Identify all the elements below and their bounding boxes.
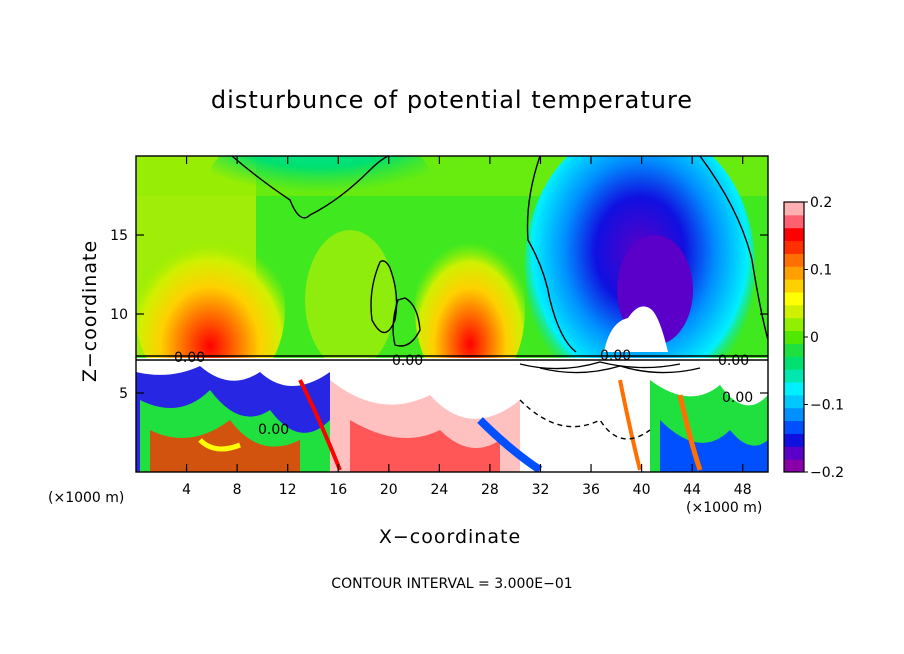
y-tick-label: 15 (110, 228, 128, 244)
contour-lines (136, 156, 768, 440)
x-tick-label: 4 (182, 482, 191, 498)
colorbar-tick-label: −0.1 (810, 398, 844, 414)
colorbar-swatch (784, 369, 804, 383)
x-tick-label: 24 (430, 482, 448, 498)
colorbar-tick-label: 0 (810, 330, 819, 346)
x-tick-label: 16 (329, 482, 347, 498)
contour-interval-note: CONTOUR INTERVAL = 3.000E−01 (331, 576, 573, 592)
colorbar-swatch (784, 343, 804, 357)
contour-label: 0.00 (718, 353, 749, 369)
colorbar-swatch (784, 214, 804, 229)
temperature-field (136, 156, 768, 472)
x-tick-label: 36 (582, 482, 600, 498)
colorbar-tick-label: 0.1 (810, 263, 832, 279)
contour-label: 0.00 (258, 422, 289, 438)
x-ticks: 4 8 12 16 20 24 28 32 36 40 44 48 (182, 156, 752, 498)
colorbar-swatch (784, 382, 804, 396)
contour-labels: 0.00 0.00 0.00 0.00 0.00 0.00 (174, 348, 753, 438)
colorbar-swatch (784, 446, 804, 460)
colorbar-swatch (784, 420, 804, 434)
x-unit-label-left: (×1000 m) (48, 490, 125, 506)
x-tick-label: 32 (532, 482, 550, 498)
x-tick-label: 40 (633, 482, 651, 498)
colorbar-swatch (784, 266, 804, 280)
x-axis-label: X−coordinate (378, 526, 522, 548)
colorbar (783, 201, 805, 473)
colorbar-tick-label: −0.2 (810, 465, 844, 481)
colorbar-swatch (784, 240, 804, 254)
y-tick-label: 5 (119, 386, 128, 402)
x-unit-label-right: (×1000 m) (686, 500, 763, 516)
x-tick-label: 20 (380, 482, 398, 498)
contour-label: 0.00 (600, 348, 631, 364)
x-tick-label: 28 (481, 482, 499, 498)
colorbar-swatch (784, 317, 804, 332)
y-ticks: 5 10 15 (110, 228, 768, 402)
colorbar-swatch (784, 433, 804, 447)
x-tick-label: 48 (734, 482, 752, 498)
colorbar-swatch (784, 279, 804, 293)
colorbar-tick-label: 0.2 (810, 195, 832, 211)
colorbar-swatch (784, 356, 804, 370)
contour-label: 0.00 (722, 390, 753, 406)
contour-label: 0.00 (392, 353, 423, 369)
x-tick-label: 12 (279, 482, 297, 498)
colorbar-swatch (784, 330, 804, 344)
y-tick-label: 10 (110, 307, 128, 323)
x-tick-label: 44 (683, 482, 701, 498)
chart-title: disturbunce of potential temperature (210, 86, 694, 114)
contour-label: 0.00 (174, 350, 205, 366)
colorbar-swatch (784, 202, 804, 216)
colorbar-swatch (784, 292, 804, 306)
colorbar-ticks: 0.2 0.1 0 −0.1 −0.2 (804, 195, 844, 481)
colorbar-swatch (784, 304, 804, 319)
x-tick-label: 8 (233, 482, 242, 498)
colorbar-swatch (784, 407, 804, 422)
colorbar-swatch (784, 459, 804, 473)
colorbar-swatch (784, 227, 804, 242)
colorbar-swatch (784, 394, 804, 409)
colorbar-swatch (784, 253, 804, 267)
